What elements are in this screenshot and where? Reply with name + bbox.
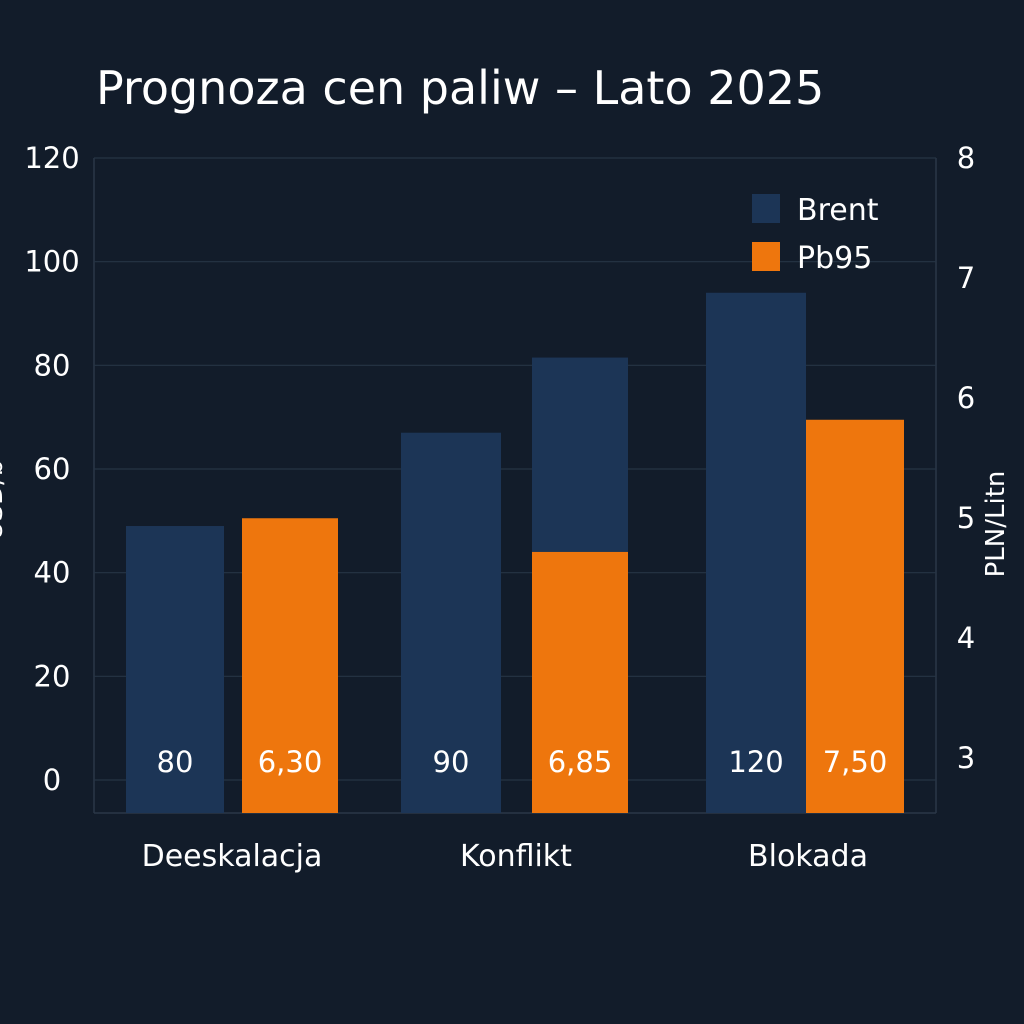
grid [93, 157, 937, 814]
right-tick-label: 7 [957, 261, 975, 295]
bar-segment [532, 357, 628, 552]
bar-brent [706, 292, 806, 813]
bar-pb95 [242, 518, 338, 813]
left-tick-label: 120 [24, 141, 79, 175]
left-axis-label: USD/b [0, 460, 9, 541]
legend: Brent Pb95 [752, 193, 879, 276]
left-tick-label: 20 [34, 659, 71, 693]
right-tick-label: 6 [957, 381, 975, 415]
legend-label: Brent [797, 193, 879, 228]
bar-pb95 [806, 419, 904, 813]
bars [126, 292, 904, 813]
right-tick-label: 3 [957, 741, 975, 775]
right-tick-label: 5 [957, 501, 975, 535]
category-label: Blokada [748, 839, 868, 874]
left-tick-label: 100 [24, 245, 79, 279]
data-label-pb95: 6,85 [548, 745, 613, 779]
right-tick-label: 8 [957, 141, 975, 175]
right-axis-label: PLN/Litn [981, 471, 1011, 578]
bar-brent [401, 432, 501, 813]
legend-swatch [752, 194, 780, 223]
right-tick-label: 4 [957, 621, 975, 655]
bar-pb95 [532, 551, 628, 813]
legend-label: Pb95 [797, 241, 872, 276]
left-axis-ticks: 0 20 40 60 80 100 120 [24, 141, 79, 797]
legend-swatch [752, 242, 780, 271]
right-axis-ticks: 3 4 5 6 7 8 [957, 141, 975, 775]
data-label-brent: 90 [433, 745, 470, 779]
data-label-pb95: 6,30 [258, 745, 323, 779]
category-labels: Deeskalacja Konflikt Blokada [142, 839, 868, 874]
category-label: Konflikt [460, 839, 572, 874]
data-label-pb95: 7,50 [823, 745, 888, 779]
left-tick-label: 60 [34, 452, 71, 486]
data-label-brent: 80 [157, 745, 194, 779]
category-label: Deeskalacja [142, 839, 323, 874]
left-tick-label: 0 [43, 763, 61, 797]
left-tick-label: 80 [34, 348, 71, 382]
left-tick-label: 40 [34, 556, 71, 590]
bar-brent [126, 526, 224, 813]
chart-title: Prognoza cen paliw – Lato 2025 [96, 61, 824, 115]
value-labels: 80 6,30 90 6,85 120 7,50 [157, 745, 888, 779]
data-label-brent: 120 [728, 745, 783, 779]
